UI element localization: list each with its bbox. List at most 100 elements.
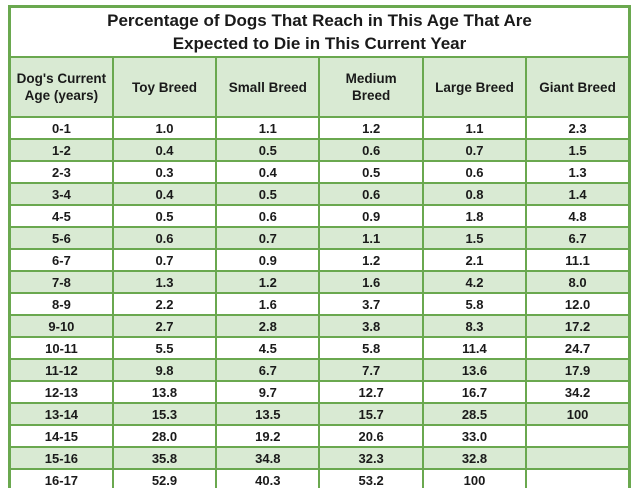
value-cell: 24.7 [525,336,631,360]
value-cell: 1.1 [421,116,528,140]
value-cell: 32.3 [318,446,424,470]
value-cell: 13.6 [421,358,528,382]
age-cell: 11-12 [8,358,114,382]
value-cell: 1.2 [318,248,424,272]
value-cell: 0.6 [421,160,528,184]
value-cell: 2.7 [111,314,218,338]
column-header-large-breed: Large Breed [421,56,528,118]
value-cell: 0.5 [318,160,424,184]
value-cell: 3.7 [318,292,424,316]
value-cell: 100 [421,468,528,488]
age-cell: 1-2 [8,138,114,162]
value-cell: 5.8 [318,336,424,360]
table-row: 2-3 0.3 0.4 0.5 0.6 1.3 [8,160,631,184]
table-title: Percentage of Dogs That Reach in This Ag… [8,5,631,58]
value-cell: 1.1 [215,116,321,140]
value-cell: 16.7 [421,380,528,404]
table-row: 12-13 13.8 9.7 12.7 16.7 34.2 [8,380,631,404]
table-title-line-2: Expected to Die in This Current Year [172,34,467,53]
value-cell: 1.2 [318,116,424,140]
age-cell: 13-14 [8,402,114,426]
table-row: 6-7 0.7 0.9 1.2 2.1 11.1 [8,248,631,272]
table-row: 14-15 28.0 19.2 20.6 33.0 [8,424,631,448]
age-cell: 7-8 [8,270,114,294]
table-title-line-1: Percentage of Dogs That Reach in This Ag… [107,11,532,30]
value-cell: 40.3 [215,468,321,488]
table-row: 13-14 15.3 13.5 15.7 28.5 100 [8,402,631,426]
value-cell: 1.5 [525,138,631,162]
value-cell: 1.3 [111,270,218,294]
value-cell [525,424,631,448]
column-header-row: Dog's Current Age (years) Toy Breed Smal… [8,56,631,118]
value-cell: 13.5 [215,402,321,426]
value-cell: 5.5 [111,336,218,360]
value-cell: 11.1 [525,248,631,272]
value-cell: 0.4 [111,182,218,206]
table-body: 0-1 1.0 1.1 1.2 1.1 2.3 1-2 0.4 0.5 0.6 0.7 1.5 2-3 0… [8,116,631,488]
age-cell: 12-13 [8,380,114,404]
value-cell: 32.8 [421,446,528,470]
value-cell [525,468,631,488]
value-cell: 100 [525,402,631,426]
value-cell: 3.8 [318,314,424,338]
value-cell: 13.8 [111,380,218,404]
value-cell: 9.7 [215,380,321,404]
value-cell: 35.8 [111,446,218,470]
value-cell: 1.8 [421,204,528,228]
value-cell: 11.4 [421,336,528,360]
table-row: 10-11 5.5 4.5 5.8 11.4 24.7 [8,336,631,360]
value-cell: 5.8 [421,292,528,316]
table-row: 16-17 52.9 40.3 53.2 100 [8,468,631,488]
value-cell: 1.4 [525,182,631,206]
value-cell: 0.7 [421,138,528,162]
value-cell: 15.3 [111,402,218,426]
value-cell: 1.2 [215,270,321,294]
value-cell: 28.0 [111,424,218,448]
age-cell: 9-10 [8,314,114,338]
value-cell: 0.9 [215,248,321,272]
table-row: 11-12 9.8 6.7 7.7 13.6 17.9 [8,358,631,382]
table-row: 8-9 2.2 1.6 3.7 5.8 12.0 [8,292,631,316]
table-row: 15-16 35.8 34.8 32.3 32.8 [8,446,631,470]
value-cell: 12.0 [525,292,631,316]
age-cell: 3-4 [8,182,114,206]
value-cell: 0.5 [215,182,321,206]
value-cell: 1.0 [111,116,218,140]
value-cell: 1.5 [421,226,528,250]
value-cell: 0.7 [111,248,218,272]
table-row: 4-5 0.5 0.6 0.9 1.8 4.8 [8,204,631,228]
value-cell: 0.8 [421,182,528,206]
value-cell: 0.9 [318,204,424,228]
value-cell: 33.0 [421,424,528,448]
value-cell: 2.2 [111,292,218,316]
value-cell: 0.6 [215,204,321,228]
dog-mortality-table: Percentage of Dogs That Reach in This Ag… [8,5,631,488]
table-row: 0-1 1.0 1.1 1.2 1.1 2.3 [8,116,631,140]
value-cell: 12.7 [318,380,424,404]
value-cell: 19.2 [215,424,321,448]
column-header-medium-breed: Medium Breed [318,56,424,118]
value-cell: 52.9 [111,468,218,488]
column-header-small-breed: Small Breed [215,56,321,118]
value-cell: 0.5 [215,138,321,162]
value-cell: 17.2 [525,314,631,338]
value-cell: 34.8 [215,446,321,470]
value-cell: 0.4 [215,160,321,184]
value-cell: 34.2 [525,380,631,404]
value-cell: 4.2 [421,270,528,294]
value-cell: 0.6 [318,182,424,206]
column-header-toy-breed: Toy Breed [111,56,218,118]
value-cell: 8.3 [421,314,528,338]
value-cell: 20.6 [318,424,424,448]
table-row: 1-2 0.4 0.5 0.6 0.7 1.5 [8,138,631,162]
value-cell: 6.7 [215,358,321,382]
value-cell: 0.5 [111,204,218,228]
age-cell: 10-11 [8,336,114,360]
age-cell: 6-7 [8,248,114,272]
value-cell: 2.1 [421,248,528,272]
column-header-age: Dog's Current Age (years) [8,56,114,118]
value-cell: 0.7 [215,226,321,250]
age-cell: 4-5 [8,204,114,228]
value-cell: 4.8 [525,204,631,228]
